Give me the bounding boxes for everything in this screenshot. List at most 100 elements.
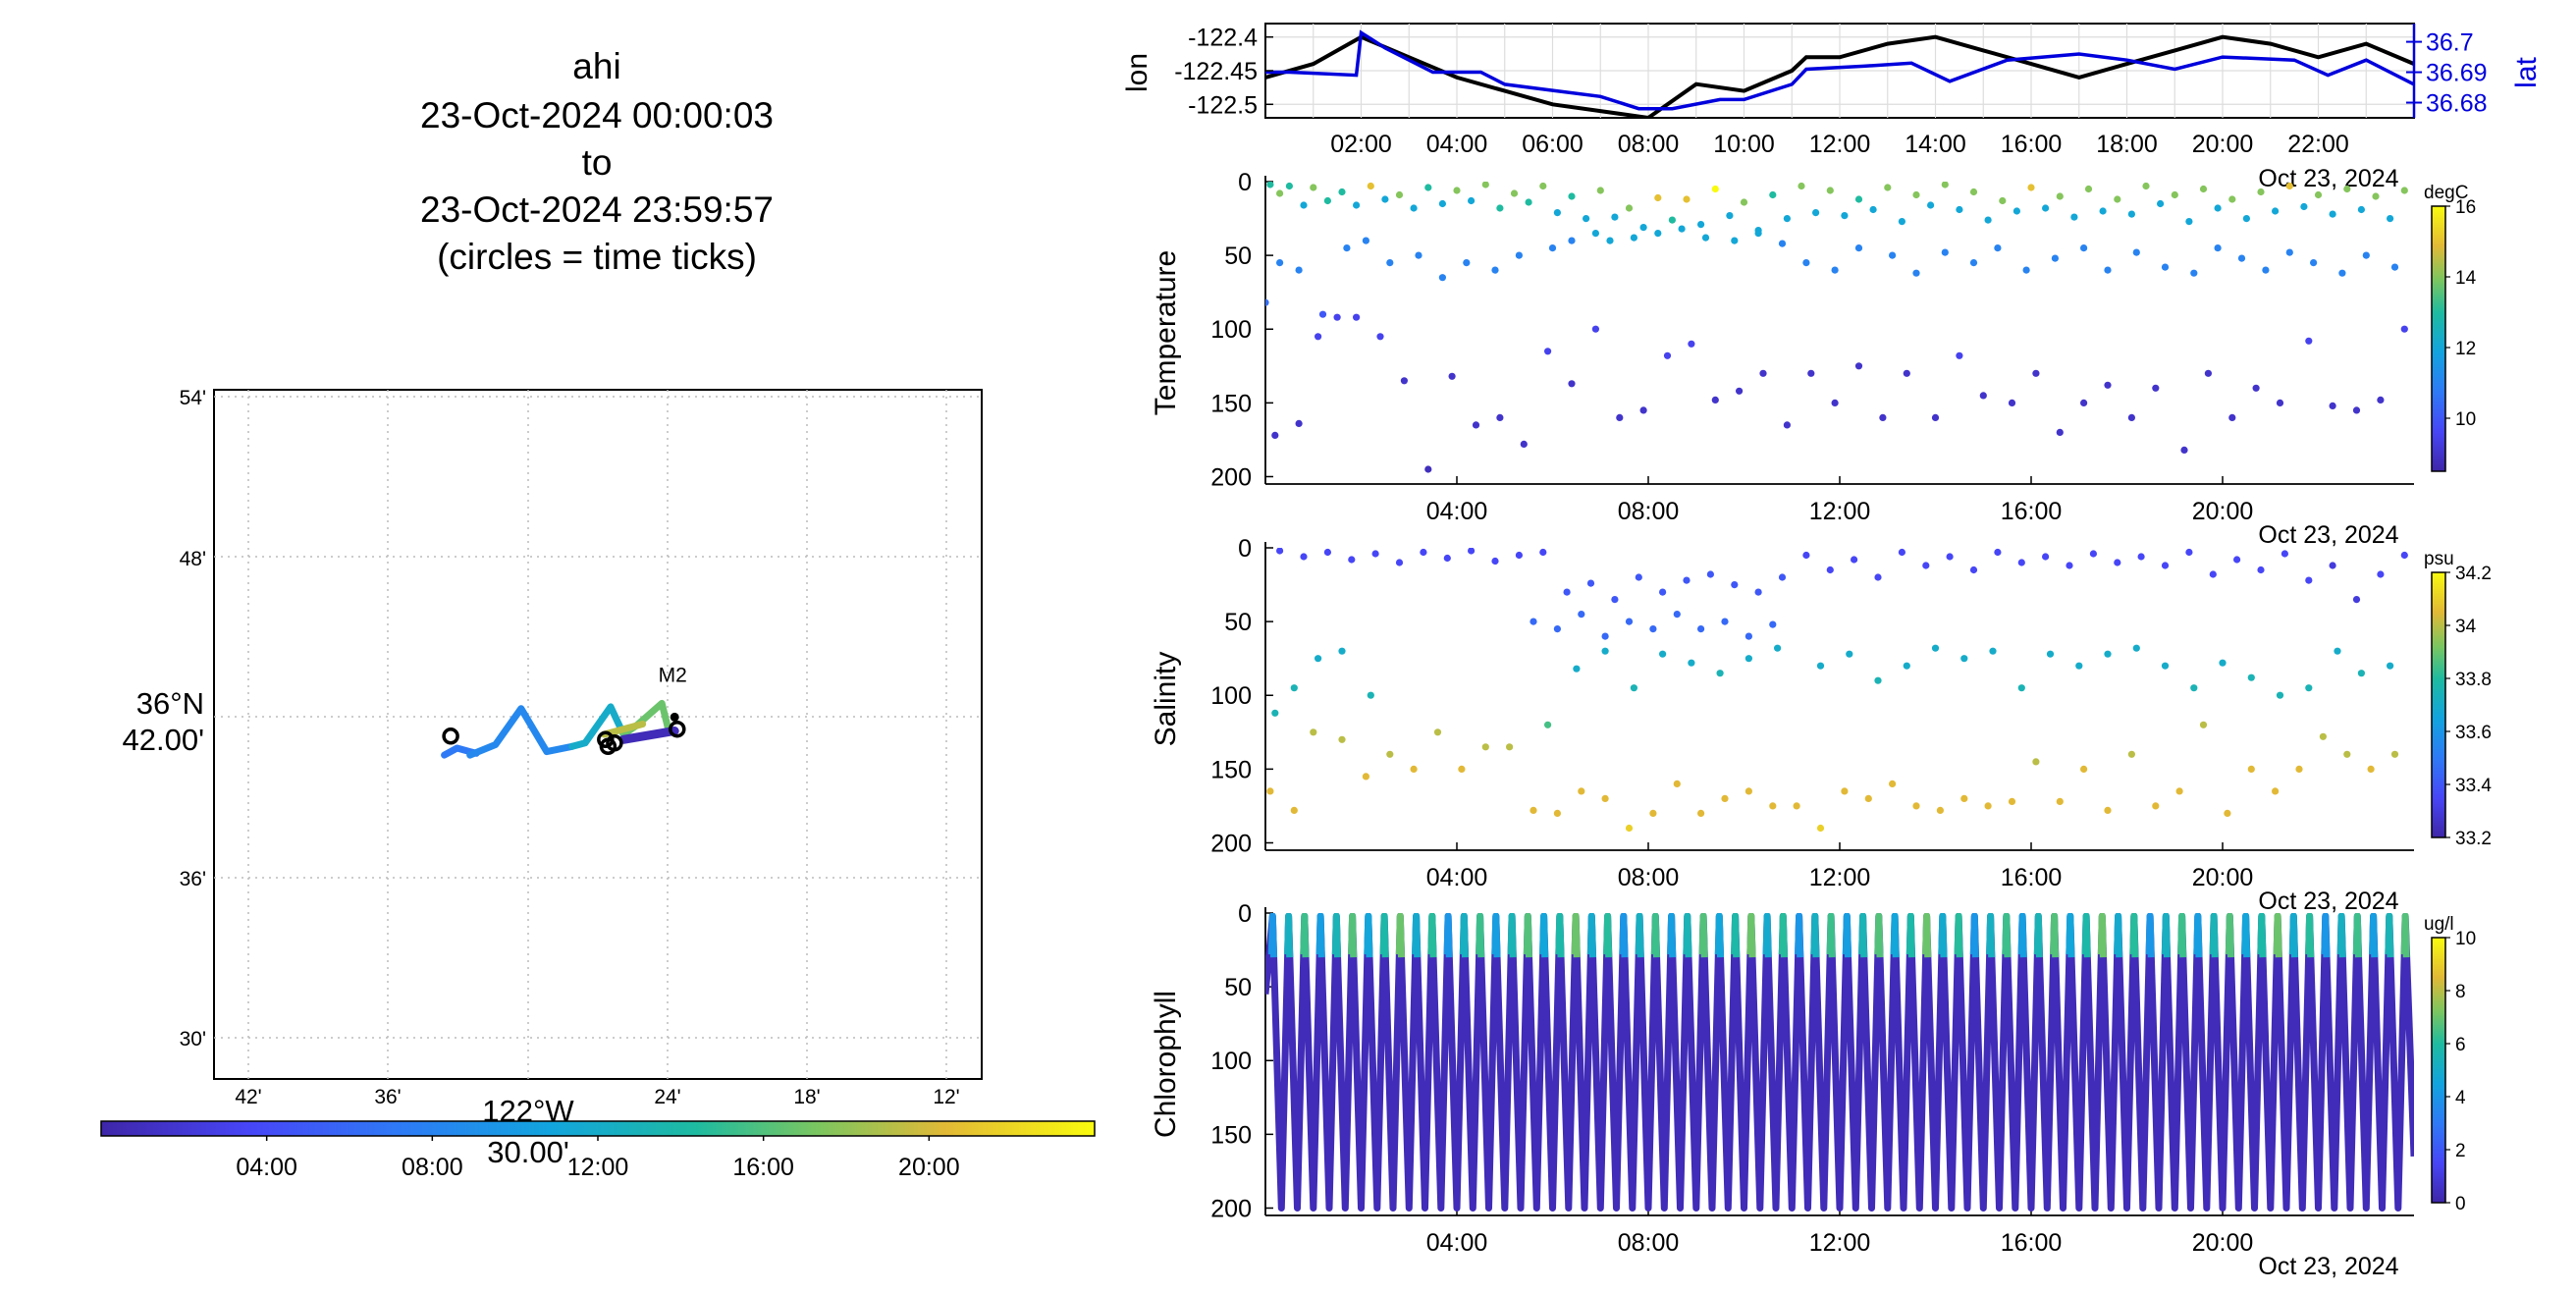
lonlat-date-label: Oct 23, 2024 [2258, 165, 2398, 192]
data-point [1290, 684, 1298, 692]
data-point [2257, 566, 2265, 574]
data-point [2262, 266, 2270, 274]
data-point [1969, 566, 1978, 574]
data-point [1295, 419, 1303, 427]
panel-x-tick: 04:00 [1426, 1229, 1488, 1257]
data-point [2032, 758, 2040, 766]
data-point [1903, 369, 1910, 377]
data-point [1376, 333, 1384, 341]
data-point [1654, 230, 1662, 238]
data-point [2190, 269, 2198, 277]
data-point [1711, 396, 1719, 404]
panel-colorbar-tick: 33.4 [2455, 776, 2492, 796]
data-point [1956, 205, 1963, 214]
data-point [1300, 201, 1308, 209]
data-point [1869, 205, 1877, 214]
data-point [1903, 662, 1910, 670]
data-point [1338, 735, 1346, 743]
data-point [2157, 199, 2165, 208]
data-point [2343, 750, 2351, 758]
data-point [1468, 196, 1476, 205]
chlorophyll-surface-cap [1698, 913, 1708, 958]
panel-y-tick: 150 [1210, 1121, 1252, 1149]
panel-colorbar-tick: 33.8 [2455, 670, 2492, 690]
data-point [2032, 369, 2040, 377]
data-point [2152, 802, 2160, 810]
data-point [1936, 806, 1944, 815]
data-point [1415, 251, 1422, 259]
data-point [1353, 313, 1361, 321]
data-point [1854, 195, 1863, 203]
data-point [2185, 218, 2193, 226]
data-point [1912, 802, 1920, 810]
data-point [1649, 625, 1657, 633]
map-track-segment [568, 703, 627, 750]
data-point [1912, 190, 1920, 199]
map-track-segment [466, 705, 576, 759]
data-point [1343, 244, 1351, 252]
data-point [1678, 225, 1686, 233]
data-point [2114, 195, 2121, 203]
data-point [1783, 421, 1791, 429]
chlorophyll-surface-cap [1284, 913, 1294, 958]
data-point [1563, 588, 1571, 596]
panel-y-tick: 0 [1238, 900, 1252, 928]
lonlat-x-tick: 14:00 [1905, 131, 1966, 158]
chlorophyll-surface-cap [1539, 913, 1549, 958]
chlorophyll-surface-cap [2273, 913, 2282, 958]
chlorophyll-surface-cap [1683, 913, 1692, 958]
data-point [2367, 765, 2375, 774]
data-point [2329, 402, 2336, 409]
data-point [2180, 446, 2188, 454]
panel-x-tick: 16:00 [2001, 498, 2063, 525]
lonlat-x-tick: 10:00 [1713, 131, 1775, 158]
data-point [1979, 392, 1987, 400]
data-point [1697, 625, 1705, 633]
data-point [1410, 765, 1418, 774]
lon-line [1265, 34, 2414, 118]
panel-data [1265, 913, 2414, 1212]
panel-colorbar-tick: 0 [2455, 1194, 2466, 1214]
data-point [1984, 216, 1992, 224]
data-point [1721, 618, 1729, 625]
chlorophyll-surface-cap [1412, 913, 1422, 958]
time-colorbar-tick: 08:00 [402, 1154, 463, 1181]
data-point [2185, 548, 2193, 557]
data-point [2233, 556, 2241, 564]
data-point [1846, 650, 1853, 658]
data-point [1630, 684, 1637, 692]
data-point [2089, 550, 2097, 558]
chlorophyll-surface-cap [1905, 913, 1915, 958]
data-point [1578, 611, 1585, 619]
chlorophyll-surface-cap [2352, 913, 2362, 958]
data-point [1754, 588, 1762, 596]
panel-y-tick: 150 [1210, 390, 1252, 417]
chlorophyll-surface-cap [2050, 913, 2060, 958]
data-point [2012, 207, 2020, 215]
data-point [1759, 369, 1767, 377]
data-point [2224, 809, 2231, 818]
data-point [2272, 207, 2280, 215]
data-point [2080, 244, 2088, 252]
data-point [1496, 204, 1504, 212]
data-point [1395, 190, 1404, 199]
panel-date-label: Oct 23, 2024 [2258, 1253, 2398, 1280]
data-point [1736, 387, 1744, 395]
chlorophyll-surface-cap [2241, 913, 2251, 958]
data-point [2285, 248, 2293, 256]
chlorophyll-surface-cap [2400, 913, 2410, 958]
panel-y-tick: 0 [1238, 169, 1252, 196]
data-point [2104, 806, 2112, 815]
chlorophyll-surface-cap [1810, 913, 1820, 958]
data-point [1520, 440, 1528, 448]
data-point [1472, 421, 1480, 429]
panel-x-tick: 12:00 [1809, 1229, 1871, 1257]
lonlat-left-tick: -122.4 [1188, 25, 1258, 52]
data-point [1984, 802, 1992, 810]
data-point [2247, 673, 2255, 681]
data-point [1515, 551, 1523, 560]
data-point [1874, 573, 1882, 581]
lonlat-left-tick: -122.5 [1188, 91, 1258, 119]
lonlat-x-tick: 06:00 [1522, 131, 1583, 158]
data-point [1568, 237, 1576, 244]
